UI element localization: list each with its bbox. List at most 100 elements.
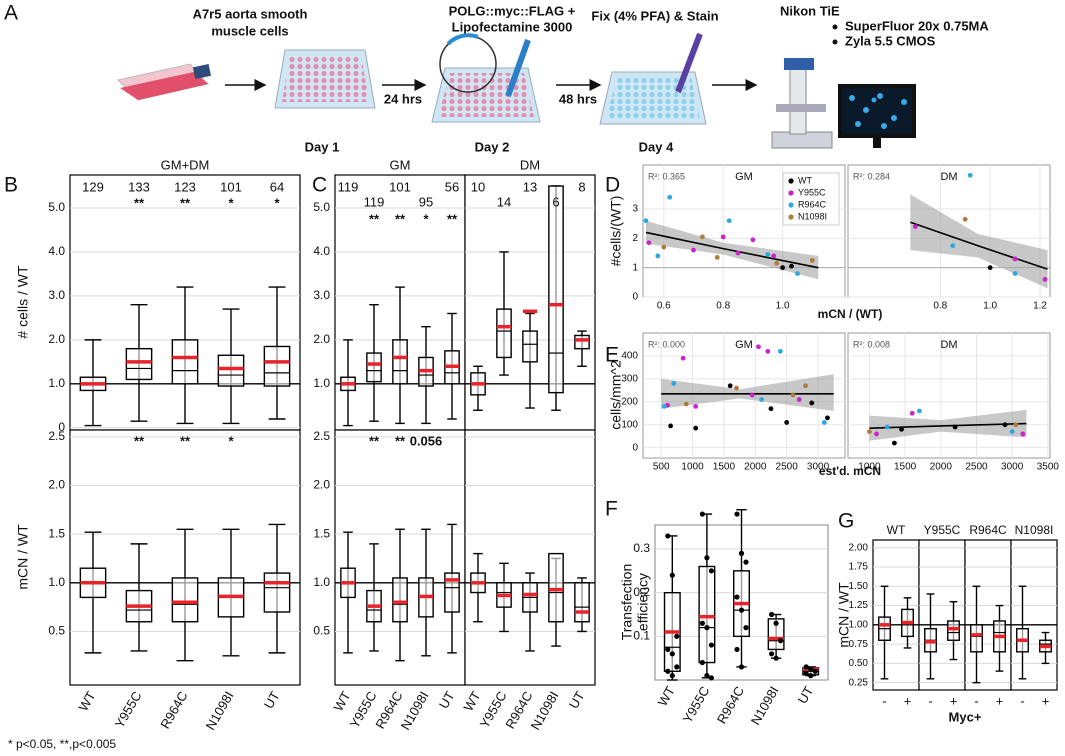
data-point — [674, 633, 680, 639]
panel-label: G — [838, 510, 854, 533]
fit-line — [910, 221, 1048, 270]
count-label: 14 — [497, 194, 511, 209]
data-point — [796, 397, 802, 402]
x-tick-label: 1000 — [858, 462, 881, 473]
box — [574, 582, 590, 623]
interval: 48 hrs — [559, 91, 597, 106]
monitor — [838, 84, 916, 148]
data-point — [809, 257, 815, 263]
box — [970, 624, 983, 653]
workflow: A7r5 aorta smooth muscle cells POLG::myc… — [117, 3, 989, 154]
x-tick-label: + — [1042, 693, 1050, 708]
box — [217, 354, 245, 387]
data-point — [789, 263, 794, 269]
box — [574, 334, 590, 350]
y-tick-label: 3 — [632, 204, 638, 215]
data-point — [734, 646, 740, 653]
panel-title: GM — [390, 157, 411, 172]
count-label: 129 — [82, 179, 104, 194]
y-tick-label: 400 — [621, 351, 638, 362]
y-tick-label: 2 — [632, 233, 638, 244]
data-point — [693, 403, 699, 409]
data-point — [909, 410, 915, 416]
data-point — [714, 255, 720, 260]
box — [171, 339, 199, 385]
legend-marker — [788, 178, 794, 184]
panel-label: E — [605, 344, 619, 367]
count-label: 64 — [270, 179, 284, 194]
legend-label: Y955C — [798, 187, 826, 197]
x-tick-label: 3000 — [807, 462, 830, 473]
data-point — [950, 243, 956, 249]
data-point — [704, 673, 710, 679]
y-tick-label: 1.75 — [849, 562, 869, 573]
data-point — [771, 253, 777, 259]
count-label: 101 — [389, 179, 411, 194]
y-tick-label: 2.0 — [48, 332, 65, 346]
panel-title: DM — [940, 171, 957, 183]
count-label: 119 — [338, 179, 359, 194]
x-tick-label: 1.2 — [1033, 301, 1047, 312]
x-tick-label: + — [950, 693, 958, 708]
step-title: muscle cells — [211, 23, 288, 38]
annotation: R²: 0.284 — [853, 171, 890, 181]
y-tick-label: 5.0 — [313, 200, 330, 214]
panel-label: D — [605, 174, 620, 197]
y-tick-label: 0.50 — [849, 658, 869, 669]
y-tick-label: 100 — [621, 419, 638, 430]
data-point — [655, 253, 661, 259]
data-point — [643, 218, 649, 224]
legend-marker — [788, 190, 794, 196]
circle — [871, 97, 877, 103]
panel-title: N1098I — [1015, 523, 1054, 537]
count-label: 101 — [220, 179, 242, 194]
x-tick-label: + — [904, 693, 912, 708]
x-tick-label: 500 — [653, 462, 670, 473]
data-point — [668, 423, 674, 429]
data-point — [667, 194, 673, 200]
y-tick-label: 1.0 — [48, 575, 65, 589]
data-point — [808, 666, 814, 672]
data-point — [825, 415, 830, 421]
panel-label: A — [4, 2, 18, 25]
data-point — [874, 431, 879, 437]
data-point — [812, 668, 818, 674]
y-tick-label: 0.75 — [849, 639, 869, 650]
count-label: 123 — [174, 179, 196, 194]
box — [125, 347, 153, 381]
x-tick-label: 2500 — [965, 462, 988, 473]
data-point — [661, 403, 667, 409]
panel-title: GM+DM — [161, 157, 210, 172]
fit-line — [645, 231, 819, 269]
data-point — [987, 265, 993, 271]
data-point — [867, 429, 872, 435]
y-axis-label: # cells / WT — [15, 265, 31, 339]
data-point — [738, 607, 745, 613]
data-point — [884, 424, 890, 430]
rect — [842, 88, 912, 134]
significance: ** — [134, 195, 145, 210]
data-point — [1042, 277, 1048, 282]
data-point — [891, 440, 897, 446]
y-axis-label: #cells/(WT) — [608, 196, 624, 267]
data-point — [704, 625, 710, 631]
x-axis-label: est'd. mCN — [819, 464, 881, 478]
x-tick-label: UT — [566, 689, 588, 712]
x-tick-label: 1.0 — [983, 301, 997, 312]
day: Day 1 — [305, 139, 340, 154]
y-tick-label: 0 — [632, 442, 638, 453]
plate-wells — [438, 73, 534, 117]
count-label: 13 — [523, 179, 537, 194]
y-tick-label: 2.5 — [48, 429, 65, 443]
y-tick-label: 1.0 — [313, 575, 330, 589]
significance: ** — [180, 433, 191, 448]
box — [947, 620, 960, 641]
data-point — [916, 408, 922, 414]
box — [263, 345, 291, 387]
data-point — [699, 659, 706, 666]
significance: * — [228, 433, 234, 448]
panel-title: WT — [887, 523, 906, 537]
y-tick-label: 0 — [632, 292, 638, 303]
flask-cap — [192, 64, 212, 80]
significance: ** — [447, 211, 458, 226]
